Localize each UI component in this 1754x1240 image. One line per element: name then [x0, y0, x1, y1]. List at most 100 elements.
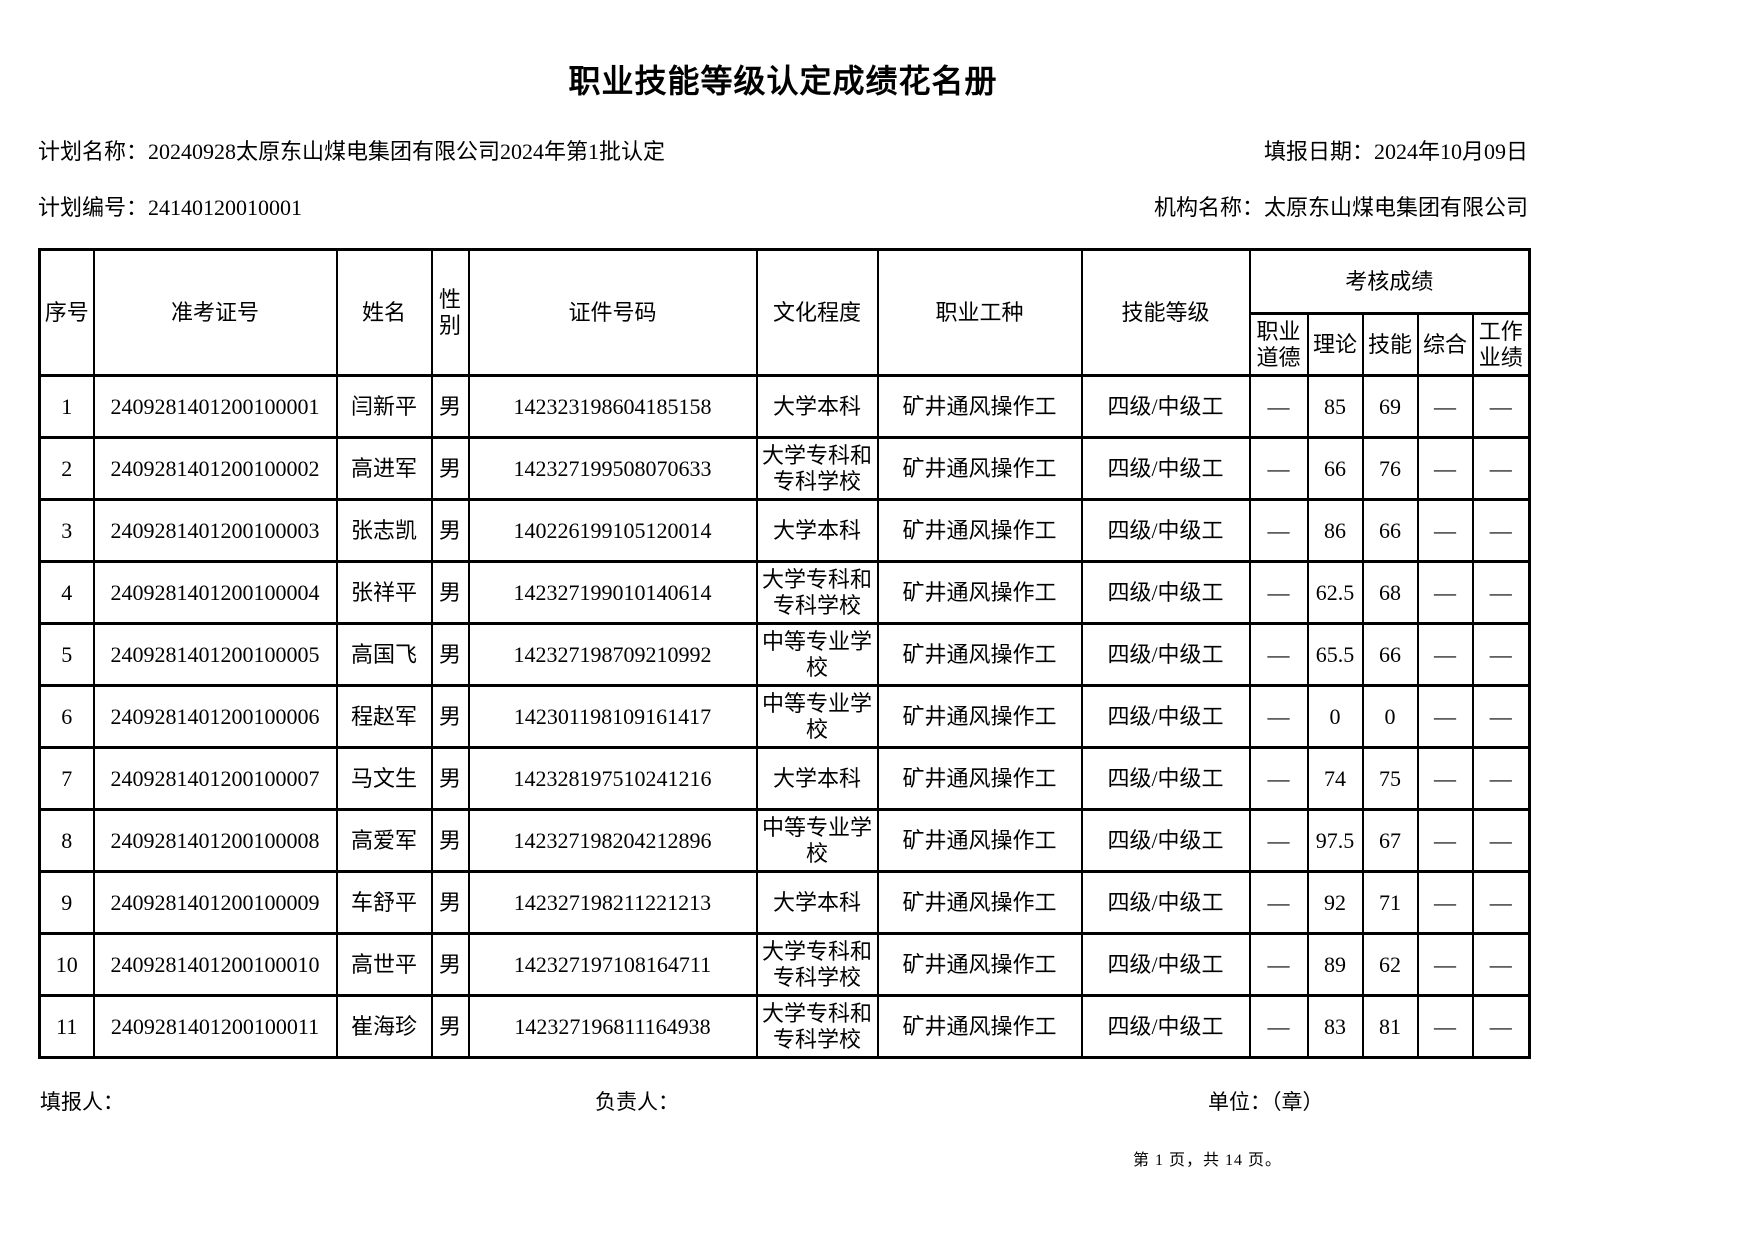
col-header-seq: 序号	[38, 248, 95, 377]
row-occupation: 矿井通风操作工	[876, 994, 1083, 1059]
roster-table: 序号 准考证号 姓名 性别 证件号码 文化程度 职业工种 技能等级 考核成绩 职…	[38, 248, 1532, 1059]
row-name: 张祥平	[335, 560, 433, 625]
row-occupation: 矿井通风操作工	[876, 374, 1083, 439]
row-score-skill: 62	[1361, 932, 1419, 997]
row-score-comprehensive: —	[1416, 436, 1474, 501]
table-row: 5 2409281401200100005 高国飞 男 142327198709…	[38, 622, 1531, 687]
row-seq: 9	[38, 870, 95, 935]
row-score-theory: 86	[1306, 498, 1364, 563]
row-gender: 男	[430, 870, 470, 935]
table-row: 11 2409281401200100011 崔海珍 男 14232719681…	[38, 994, 1531, 1059]
plan-code-label: 计划编号：	[38, 195, 149, 220]
row-occupation: 矿井通风操作工	[876, 498, 1083, 563]
row-occupation: 矿井通风操作工	[876, 436, 1083, 501]
table-row: 6 2409281401200100006 程赵军 男 142301198109…	[38, 684, 1531, 749]
org-name-value: 太原东山煤电集团有限公司	[1263, 195, 1528, 220]
row-score-ethics: —	[1248, 560, 1309, 625]
row-skill-level: 四级/中级工	[1080, 684, 1251, 749]
row-occupation: 矿井通风操作工	[876, 684, 1083, 749]
row-score-theory: 85	[1306, 374, 1364, 439]
report-date-label: 填报日期：	[1263, 139, 1374, 164]
row-score-skill: 71	[1361, 870, 1419, 935]
unit-seal-label: 单位：（章）	[1208, 1090, 1324, 1114]
col-header-score-work: 工作业绩	[1471, 312, 1531, 377]
row-score-comprehensive: —	[1416, 870, 1474, 935]
row-education: 中等专业学校	[755, 622, 879, 687]
row-score-comprehensive: —	[1416, 622, 1474, 687]
row-name: 高世平	[335, 932, 433, 997]
row-score-work: —	[1471, 684, 1531, 749]
row-score-work: —	[1471, 994, 1531, 1059]
row-skill-level: 四级/中级工	[1080, 622, 1251, 687]
row-score-theory: 66	[1306, 436, 1364, 501]
row-score-work: —	[1471, 560, 1531, 625]
row-id-number: 140226199105120014	[467, 498, 758, 563]
row-score-comprehensive: —	[1416, 560, 1474, 625]
row-gender: 男	[430, 560, 470, 625]
row-score-ethics: —	[1248, 870, 1309, 935]
row-gender: 男	[430, 436, 470, 501]
row-education: 大学专科和专科学校	[755, 560, 879, 625]
row-score-theory: 74	[1306, 746, 1364, 811]
row-seq: 2	[38, 436, 95, 501]
header-row-scores: 职业道德 理论 技能 综合 工作业绩	[40, 312, 1531, 377]
row-id-number: 142301198109161417	[467, 684, 758, 749]
row-score-skill: 81	[1361, 994, 1419, 1059]
row-skill-level: 四级/中级工	[1080, 994, 1251, 1059]
row-score-ethics: —	[1248, 746, 1309, 811]
row-exam-number: 2409281401200100008	[92, 808, 338, 873]
row-score-ethics: —	[1248, 684, 1309, 749]
org-name-label: 机构名称：	[1153, 195, 1264, 220]
row-score-skill: 66	[1361, 622, 1419, 687]
row-score-skill: 75	[1361, 746, 1419, 811]
row-skill-level: 四级/中级工	[1080, 808, 1251, 873]
row-occupation: 矿井通风操作工	[876, 932, 1083, 997]
responsible-label: 负责人：	[595, 1090, 679, 1114]
row-seq: 7	[38, 746, 95, 811]
row-score-work: —	[1471, 374, 1531, 439]
row-seq: 11	[38, 994, 95, 1059]
col-header-score-group: 考核成绩	[1248, 248, 1531, 315]
row-occupation: 矿井通风操作工	[876, 746, 1083, 811]
info-line-plan-name: 计划名称：20240928太原东山煤电集团有限公司2024年第1批认定 填报日期…	[38, 138, 1528, 166]
row-score-ethics: —	[1248, 932, 1309, 997]
plan-code: 计划编号：24140120010001	[38, 194, 302, 222]
table-row: 10 2409281401200100010 高世平 男 14232719710…	[38, 932, 1531, 997]
col-header-score-skill: 技能	[1361, 312, 1419, 377]
row-gender: 男	[430, 808, 470, 873]
row-seq: 3	[38, 498, 95, 563]
row-score-ethics: —	[1248, 374, 1309, 439]
row-id-number: 142327199010140614	[467, 560, 758, 625]
col-header-occupation: 职业工种	[876, 248, 1083, 377]
row-name: 张志凯	[335, 498, 433, 563]
row-score-comprehensive: —	[1416, 746, 1474, 811]
row-seq: 10	[38, 932, 95, 997]
row-id-number: 142327198709210992	[467, 622, 758, 687]
row-name: 闫新平	[335, 374, 433, 439]
row-name: 高国飞	[335, 622, 433, 687]
row-id-number: 142327199508070633	[467, 436, 758, 501]
row-score-skill: 68	[1361, 560, 1419, 625]
row-occupation: 矿井通风操作工	[876, 622, 1083, 687]
row-score-theory: 92	[1306, 870, 1364, 935]
row-score-ethics: —	[1248, 436, 1309, 501]
row-name: 高进军	[335, 436, 433, 501]
row-id-number: 142327197108164711	[467, 932, 758, 997]
row-exam-number: 2409281401200100007	[92, 746, 338, 811]
report-date: 填报日期：2024年10月09日	[1264, 138, 1528, 166]
row-skill-level: 四级/中级工	[1080, 746, 1251, 811]
roster-table-head: 序号 准考证号 姓名 性别 证件号码 文化程度 职业工种 技能等级 考核成绩 职…	[38, 248, 1531, 377]
row-gender: 男	[430, 684, 470, 749]
row-education: 大学专科和专科学校	[755, 994, 879, 1059]
org-name: 机构名称：太原东山煤电集团有限公司	[1154, 194, 1528, 222]
col-header-score-comprehensive: 综合	[1416, 312, 1474, 377]
row-id-number: 142327198211221213	[467, 870, 758, 935]
row-gender: 男	[430, 932, 470, 997]
row-exam-number: 2409281401200100001	[92, 374, 338, 439]
col-header-education: 文化程度	[755, 248, 879, 377]
row-score-theory: 65.5	[1306, 622, 1364, 687]
row-gender: 男	[430, 994, 470, 1059]
col-header-gender: 性别	[430, 248, 470, 377]
row-education: 大学本科	[755, 870, 879, 935]
